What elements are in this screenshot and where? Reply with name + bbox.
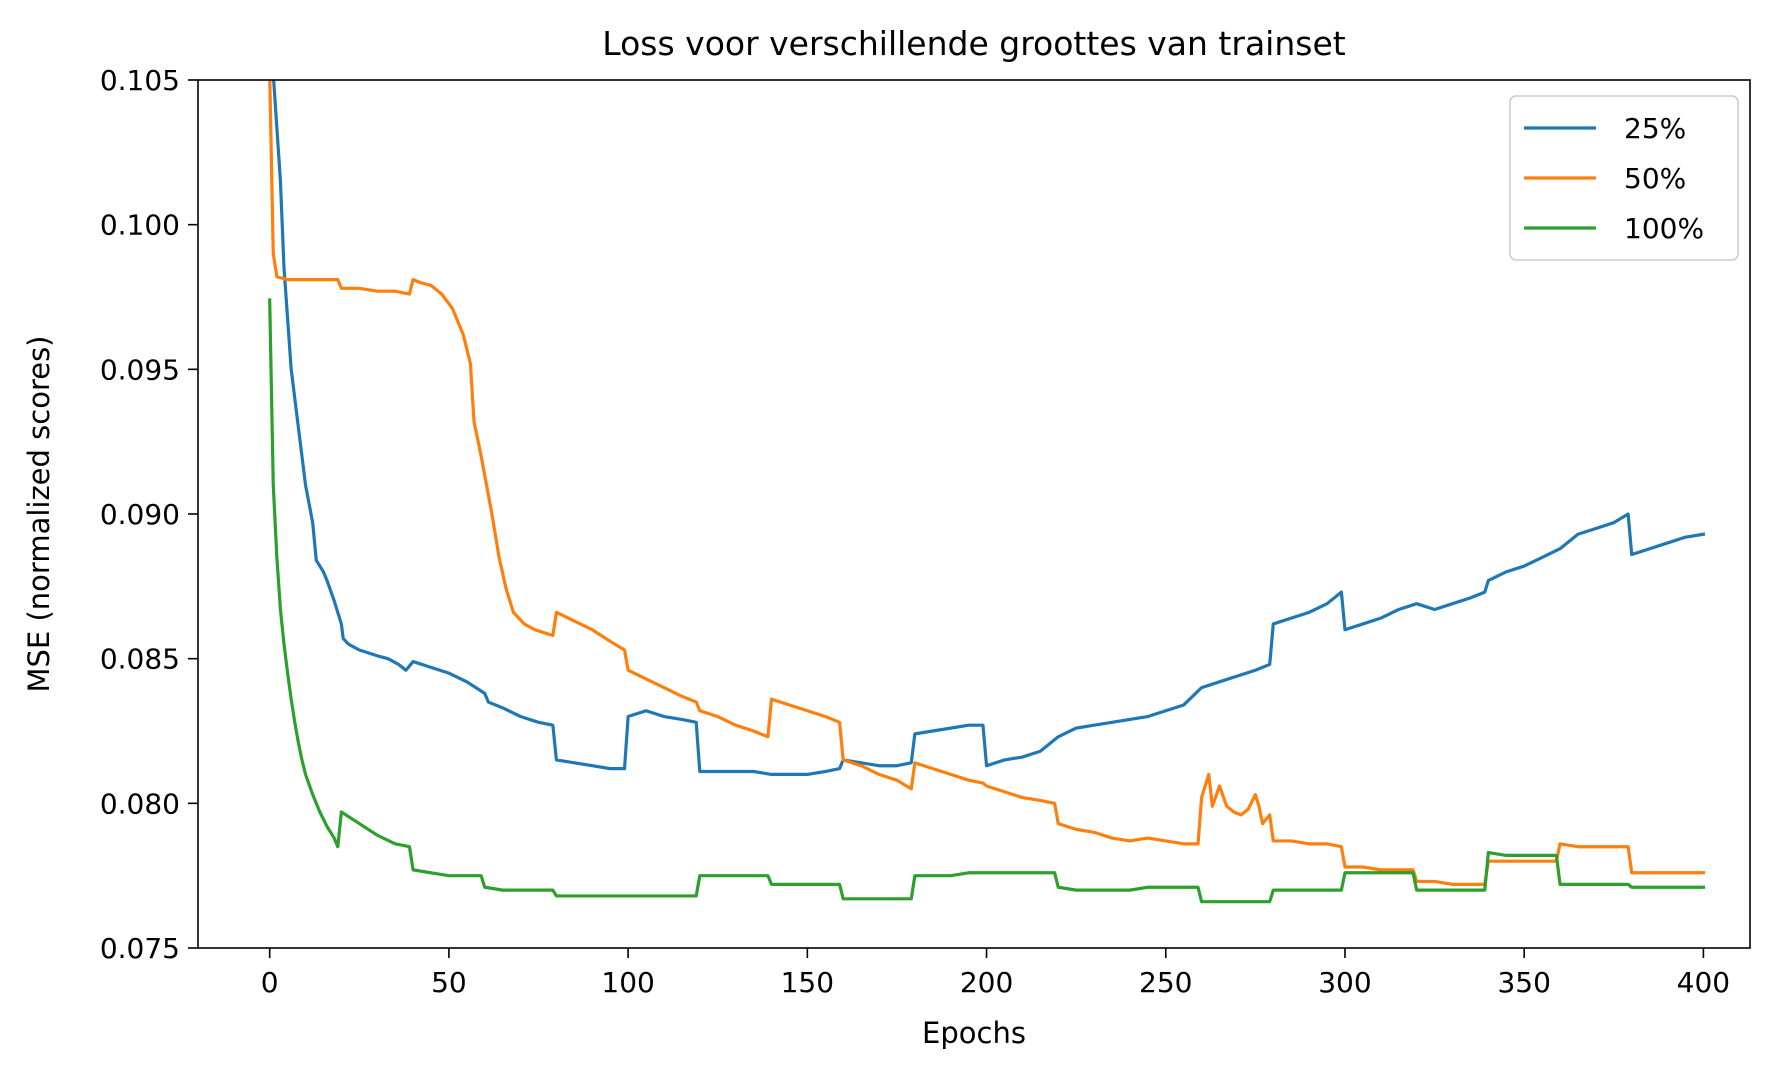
legend-label-2: 50% (1624, 162, 1686, 195)
legend-label-3: 100% (1624, 212, 1704, 245)
y-axis-label: MSE (normalized scores) (22, 336, 56, 693)
series-line-2 (268, 80, 1705, 886)
legend: 25% 50% 100% (1509, 95, 1739, 261)
x-tick-label: 50 (431, 966, 467, 999)
x-tick-label: 200 (960, 966, 1013, 999)
series-line-1 (272, 80, 1706, 776)
x-tick-label: 400 (1677, 966, 1730, 999)
y-tick-label: 0.090 (100, 498, 180, 531)
x-axis: 0 50 100 150 200 250 300 350 400 (261, 948, 1730, 999)
y-axis: 0.075 0.080 0.085 0.090 0.095 0.100 0.105 (100, 64, 198, 965)
x-tick-label: 150 (781, 966, 834, 999)
x-axis-label: Epochs (922, 1016, 1026, 1050)
legend-label-1: 25% (1624, 112, 1686, 145)
x-tick-label: 300 (1318, 966, 1371, 999)
y-tick-label: 0.075 (100, 932, 180, 965)
y-tick-label: 0.080 (100, 787, 180, 820)
y-tick-label: 0.100 (100, 209, 180, 242)
legend-box (1509, 95, 1739, 261)
chart-title: Loss voor verschillende groottes van tra… (602, 24, 1345, 63)
x-tick-label: 250 (1139, 966, 1192, 999)
x-tick-label: 350 (1497, 966, 1550, 999)
series-layer (268, 80, 1706, 904)
y-tick-label: 0.105 (100, 64, 180, 97)
series-line-3 (268, 298, 1705, 904)
x-tick-label: 100 (601, 966, 654, 999)
y-tick-label: 0.085 (100, 643, 180, 676)
y-tick-label: 0.095 (100, 353, 180, 386)
x-tick-label: 0 (261, 966, 279, 999)
